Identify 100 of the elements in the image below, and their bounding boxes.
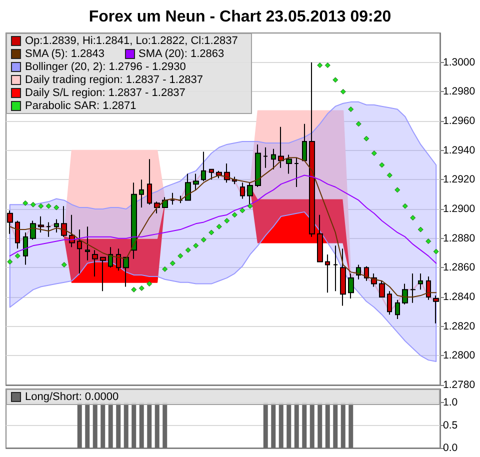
candlestick bbox=[410, 273, 416, 304]
point bbox=[394, 187, 400, 193]
y-tick-label: 1.3000 bbox=[443, 56, 476, 68]
candlestick bbox=[193, 173, 199, 190]
candlestick bbox=[69, 214, 75, 248]
candlestick bbox=[38, 216, 44, 233]
candlestick bbox=[123, 256, 129, 288]
y-tick-label: 0.5 bbox=[443, 419, 458, 432]
candlestick bbox=[247, 182, 253, 208]
candlestick bbox=[77, 229, 82, 274]
point bbox=[193, 242, 199, 248]
candlestick bbox=[294, 157, 299, 188]
point bbox=[224, 218, 230, 224]
point bbox=[364, 136, 370, 142]
point bbox=[61, 262, 67, 268]
candlestick bbox=[85, 226, 90, 261]
y-tick-label: 0.0 bbox=[443, 442, 458, 454]
point bbox=[371, 150, 377, 156]
candlestick bbox=[46, 222, 51, 238]
candlestick bbox=[418, 273, 423, 290]
legend-label: Daily trading region: 1.2837 - 1.2837 bbox=[25, 74, 203, 86]
y-tick-label: 1.2920 bbox=[443, 174, 476, 186]
legend-label: SMA (20): 1.2863 bbox=[138, 48, 224, 60]
y-tick-label: 1.2780 bbox=[443, 379, 476, 391]
y-tick-label: 1.2800 bbox=[443, 350, 476, 362]
y-tick-label: 1.2860 bbox=[443, 262, 476, 274]
line-series bbox=[9, 174, 437, 264]
candlestick bbox=[387, 290, 392, 316]
candlestick bbox=[325, 254, 330, 294]
chart-title: Forex um Neun - Chart 23.05.2013 09:20 bbox=[88, 8, 392, 26]
point bbox=[332, 77, 338, 83]
legend-label: Parabolic SAR: 1.2871 bbox=[25, 100, 136, 112]
point bbox=[200, 237, 206, 243]
candlestick bbox=[116, 248, 121, 272]
candlestick bbox=[178, 195, 183, 204]
candlestick bbox=[154, 201, 160, 214]
candlestick bbox=[100, 256, 106, 292]
legend-label: Long/Short: 0.0000 bbox=[25, 391, 119, 403]
candlestick bbox=[395, 299, 400, 320]
point bbox=[386, 172, 392, 178]
candlestick bbox=[61, 206, 67, 238]
point bbox=[46, 203, 52, 209]
candlestick bbox=[240, 182, 245, 200]
candlestick bbox=[131, 182, 137, 260]
candlestick bbox=[15, 220, 20, 250]
point bbox=[131, 286, 137, 292]
point bbox=[418, 226, 424, 232]
candlestick bbox=[309, 62, 315, 238]
point bbox=[162, 266, 168, 272]
point bbox=[38, 203, 44, 209]
candlestick bbox=[209, 168, 214, 180]
candlestick bbox=[333, 245, 338, 292]
legend-label: SMA (5): 1.2843 bbox=[25, 48, 104, 60]
candlestick bbox=[23, 232, 28, 266]
legend-label: Bollinger (20, 2): 1.2796 - 1.2930 bbox=[25, 61, 186, 73]
point bbox=[356, 121, 362, 127]
point bbox=[433, 248, 439, 254]
point bbox=[240, 208, 246, 214]
point bbox=[138, 285, 144, 291]
point bbox=[426, 238, 432, 244]
candlestick bbox=[302, 123, 307, 162]
candlestick bbox=[271, 148, 276, 170]
point bbox=[402, 203, 408, 209]
candlestick bbox=[170, 192, 175, 206]
candlestick bbox=[92, 250, 98, 277]
line-series bbox=[9, 157, 437, 298]
point bbox=[379, 162, 385, 168]
point bbox=[324, 62, 330, 68]
candlestick bbox=[317, 214, 323, 262]
y-tick-label: 1.2940 bbox=[443, 144, 476, 156]
y-tick-label: 1.2880 bbox=[443, 232, 476, 244]
point bbox=[317, 62, 323, 68]
candlestick bbox=[286, 154, 292, 174]
y-tick-label: 1.0 bbox=[443, 396, 458, 409]
point bbox=[216, 224, 222, 230]
candlestick bbox=[201, 151, 206, 182]
candlestick bbox=[108, 246, 113, 268]
point bbox=[348, 106, 354, 112]
y-tick-label: 1.2960 bbox=[443, 115, 476, 127]
point bbox=[170, 260, 176, 266]
point bbox=[7, 259, 13, 265]
candlestick bbox=[278, 126, 284, 168]
candlestick bbox=[402, 283, 408, 305]
candlestick bbox=[426, 276, 431, 300]
candlestick bbox=[147, 158, 152, 206]
point bbox=[247, 203, 253, 209]
y-tick-label: 1.2900 bbox=[443, 203, 476, 215]
y-tick-label: 1.2820 bbox=[443, 320, 476, 332]
point bbox=[208, 230, 214, 236]
candlestick bbox=[340, 248, 346, 306]
candlestick bbox=[348, 273, 354, 299]
y-tick-label: 1.2840 bbox=[443, 291, 476, 303]
point bbox=[340, 88, 346, 94]
point bbox=[232, 212, 238, 218]
candlestick bbox=[30, 220, 36, 240]
point bbox=[22, 200, 28, 206]
candlestick bbox=[185, 173, 191, 201]
point bbox=[146, 281, 152, 287]
point bbox=[410, 215, 416, 221]
point bbox=[14, 253, 20, 259]
